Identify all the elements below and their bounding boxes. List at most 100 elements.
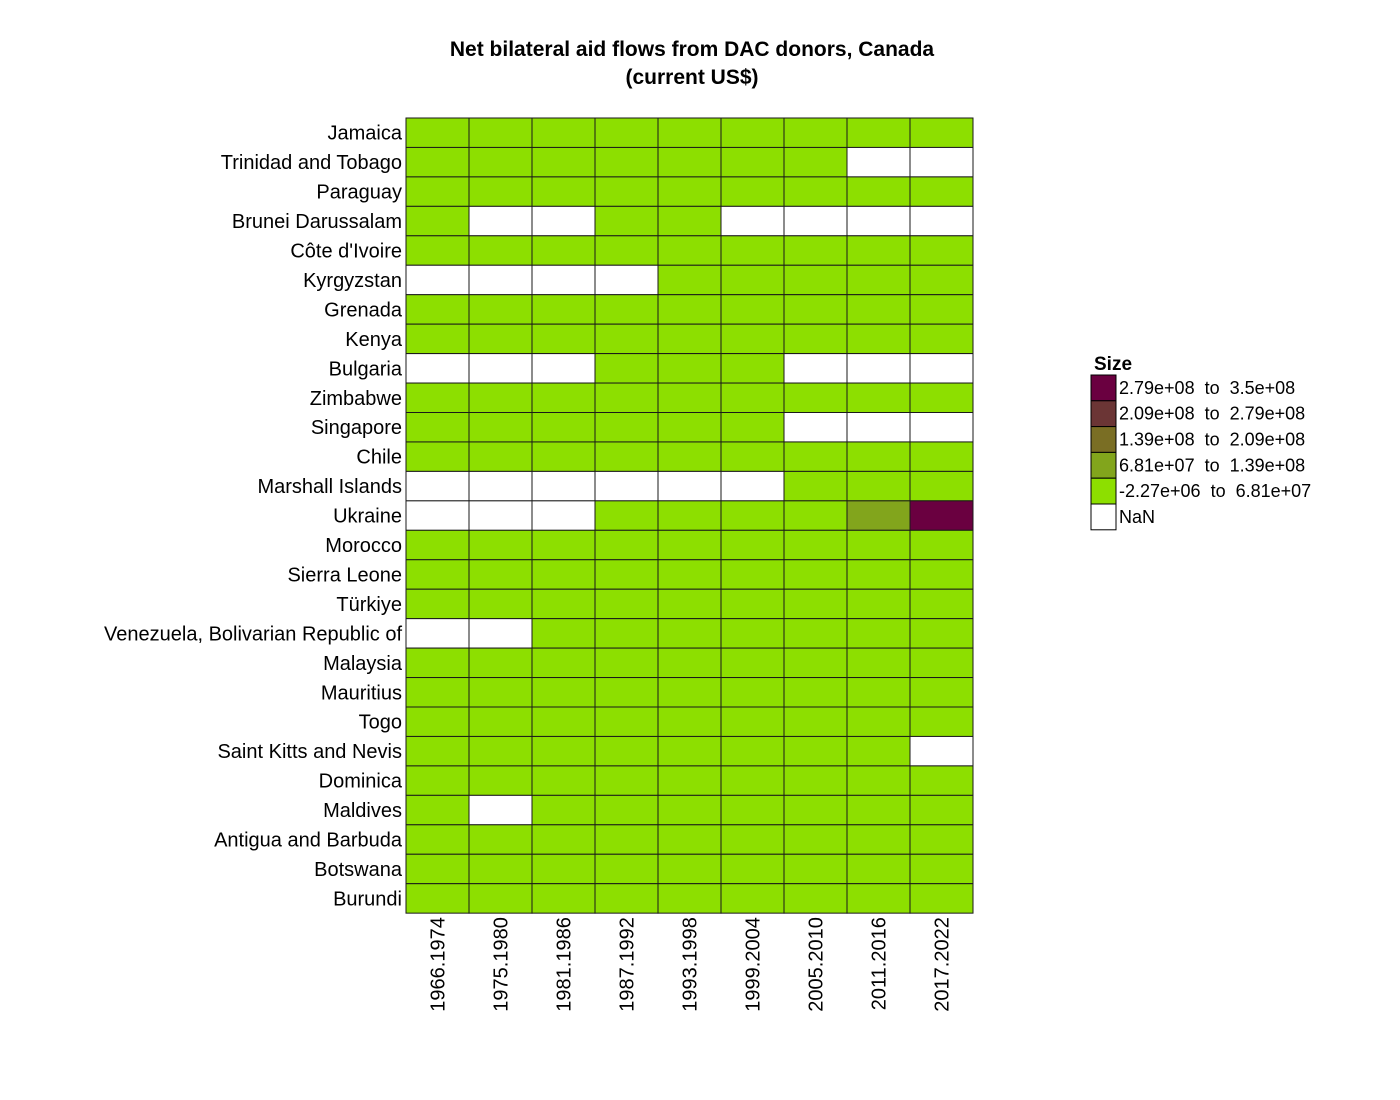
heatmap-cell bbox=[720, 412, 785, 443]
heatmap-cell bbox=[909, 500, 974, 531]
heatmap-cell bbox=[531, 353, 596, 384]
heatmap-cell bbox=[909, 706, 974, 737]
heatmap-cell bbox=[468, 588, 533, 620]
chart-title-line-2: (current US$) bbox=[625, 66, 758, 89]
heatmap-cell bbox=[531, 647, 596, 679]
heatmap-cell bbox=[720, 529, 785, 561]
y-tick-label: Marshall Islands bbox=[257, 476, 402, 498]
y-tick-label: Saint Kitts and Nevis bbox=[217, 741, 402, 763]
heatmap-cell bbox=[405, 765, 470, 796]
heatmap-cell bbox=[909, 618, 974, 649]
heatmap-cell bbox=[405, 824, 470, 855]
heatmap-cell bbox=[594, 470, 659, 502]
heatmap-cell bbox=[657, 176, 722, 207]
heatmap-cell bbox=[405, 735, 470, 767]
heatmap-cell bbox=[594, 117, 659, 148]
heatmap-cell bbox=[909, 647, 974, 679]
heatmap-cell bbox=[846, 765, 911, 796]
heatmap-cell bbox=[909, 382, 974, 413]
legend-swatch bbox=[1090, 477, 1117, 505]
heatmap-cell bbox=[405, 500, 470, 531]
chart-title: Net bilateral aid flows from DAC donors,… bbox=[450, 38, 935, 89]
heatmap-cell bbox=[531, 794, 596, 826]
heatmap-cell bbox=[594, 529, 659, 561]
heatmap-cell bbox=[720, 323, 785, 355]
heatmap-cell bbox=[846, 588, 911, 620]
heatmap-cell bbox=[720, 176, 785, 207]
heatmap-cell bbox=[531, 205, 596, 237]
heatmap-cell bbox=[720, 205, 785, 237]
heatmap-cell bbox=[531, 529, 596, 561]
heatmap-cell bbox=[531, 588, 596, 620]
heatmap-cell bbox=[531, 559, 596, 590]
x-tick-label: 2005.2010 bbox=[806, 917, 828, 1012]
heatmap-cell bbox=[594, 382, 659, 413]
y-tick-label: Dominica bbox=[319, 771, 403, 793]
heatmap-cell bbox=[846, 647, 911, 679]
heatmap-cell bbox=[531, 677, 596, 708]
heatmap-cell bbox=[657, 794, 722, 826]
y-tick-label: Venezuela, Bolivarian Republic of bbox=[104, 623, 402, 645]
heatmap-cell bbox=[783, 294, 848, 325]
heatmap-cell bbox=[405, 441, 470, 472]
heatmap-cell bbox=[846, 441, 911, 472]
heatmap-cells bbox=[405, 117, 974, 914]
heatmap-cell bbox=[783, 853, 848, 885]
heatmap-cell bbox=[657, 618, 722, 649]
legend-title: Size bbox=[1094, 354, 1132, 375]
heatmap-cell bbox=[783, 441, 848, 472]
heatmap-cell bbox=[783, 529, 848, 561]
chart-title-line-1: Net bilateral aid flows from DAC donors,… bbox=[450, 38, 935, 61]
heatmap-cell bbox=[594, 294, 659, 325]
heatmap-cell bbox=[720, 824, 785, 855]
heatmap-cell bbox=[720, 441, 785, 472]
heatmap-cell bbox=[783, 824, 848, 855]
legend-label: 2.09e+08 to 2.79e+08 bbox=[1119, 404, 1305, 424]
y-tick-label: Antigua and Barbuda bbox=[214, 830, 403, 852]
heatmap-cell bbox=[657, 529, 722, 561]
heatmap-cell bbox=[846, 883, 911, 914]
heatmap-cell bbox=[468, 235, 533, 266]
heatmap-cell bbox=[846, 294, 911, 325]
heatmap-cell bbox=[531, 706, 596, 737]
y-tick-label: Zimbabwe bbox=[310, 388, 402, 410]
heatmap-cell bbox=[594, 794, 659, 826]
heatmap-cell bbox=[531, 853, 596, 885]
heatmap-cell bbox=[783, 559, 848, 590]
y-tick-label: Maldives bbox=[323, 800, 402, 822]
heatmap-cell bbox=[909, 559, 974, 590]
y-tick-label: Burundi bbox=[333, 888, 402, 910]
heatmap-cell bbox=[720, 235, 785, 266]
y-axis-labels: Jamaica Trinidad and Tobago Paraguay Brunei… bbox=[104, 123, 403, 911]
heatmap-cell bbox=[405, 677, 470, 708]
heatmap-cell bbox=[657, 647, 722, 679]
heatmap-cell bbox=[405, 205, 470, 237]
heatmap-cell bbox=[531, 146, 596, 178]
heatmap-cell bbox=[783, 883, 848, 914]
heatmap-cell bbox=[531, 824, 596, 855]
y-tick-label: Sierra Leone bbox=[287, 564, 402, 586]
legend-label: 2.79e+08 to 3.5e+08 bbox=[1119, 378, 1295, 398]
heatmap-cell bbox=[657, 677, 722, 708]
heatmap-cell bbox=[909, 824, 974, 855]
x-tick-label: 1993.1998 bbox=[680, 917, 702, 1012]
y-tick-label: Brunei Darussalam bbox=[232, 211, 402, 233]
heatmap-cell bbox=[783, 176, 848, 207]
heatmap-cell bbox=[783, 264, 848, 296]
heatmap-cell bbox=[594, 765, 659, 796]
x-tick-label: 1999.2004 bbox=[743, 917, 765, 1012]
legend-swatch bbox=[1090, 400, 1117, 428]
heatmap-cell bbox=[783, 235, 848, 266]
heatmap-cell bbox=[405, 706, 470, 737]
heatmap-cell bbox=[909, 588, 974, 620]
legend-label: -2.27e+06 to 6.81e+07 bbox=[1119, 481, 1311, 501]
heatmap-cell bbox=[783, 117, 848, 148]
heatmap-cell bbox=[657, 294, 722, 325]
heatmap-cell bbox=[594, 412, 659, 443]
heatmap-cell bbox=[468, 853, 533, 885]
heatmap-cell bbox=[531, 235, 596, 266]
y-tick-label: Paraguay bbox=[316, 182, 402, 204]
y-tick-label: Jamaica bbox=[328, 123, 403, 145]
heatmap-cell bbox=[720, 382, 785, 413]
heatmap-cell bbox=[468, 794, 533, 826]
